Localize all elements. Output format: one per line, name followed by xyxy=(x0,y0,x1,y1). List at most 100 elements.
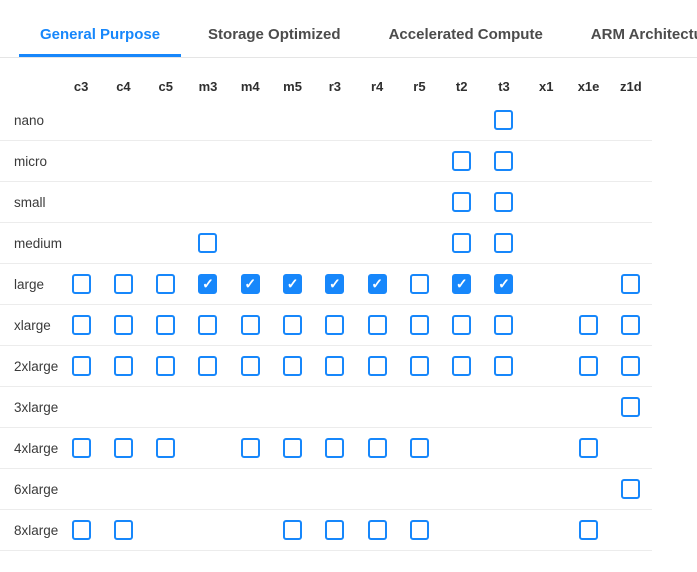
checkbox-4xlarge-r5[interactable] xyxy=(409,438,429,458)
checkbox-8xlarge-r3[interactable] xyxy=(325,520,345,540)
checkbox-2xlarge-t3[interactable] xyxy=(494,356,514,376)
checkbox-micro-t3[interactable] xyxy=(494,151,514,171)
checkbox-large-m5[interactable]: ✓ xyxy=(283,274,303,294)
cell-large-r5 xyxy=(398,264,440,304)
cell-xlarge-c5 xyxy=(145,305,187,345)
tab-accelerated-compute[interactable]: Accelerated Compute xyxy=(388,26,543,43)
cell-nano-c3 xyxy=(60,100,102,140)
checkbox-large-m4[interactable]: ✓ xyxy=(240,274,260,294)
checkbox-2xlarge-t2[interactable] xyxy=(452,356,472,376)
checkbox-2xlarge-c5[interactable] xyxy=(156,356,176,376)
checkbox-medium-m3[interactable] xyxy=(198,233,218,253)
checkbox-2xlarge-z1d[interactable] xyxy=(621,356,641,376)
checkbox-medium-t2[interactable] xyxy=(452,233,472,253)
cell-3xlarge-c4 xyxy=(102,387,144,427)
checkbox-8xlarge-c4[interactable] xyxy=(113,520,133,540)
checkbox-xlarge-r3[interactable] xyxy=(325,315,345,335)
cell-xlarge-m4 xyxy=(229,305,271,345)
checkbox-4xlarge-m4[interactable] xyxy=(240,438,260,458)
checkbox-2xlarge-x1e[interactable] xyxy=(579,356,599,376)
tab-general-purpose[interactable]: General Purpose xyxy=(19,26,182,57)
checkbox-medium-t3[interactable] xyxy=(494,233,514,253)
checkbox-large-c5[interactable] xyxy=(156,274,176,294)
checkbox-xlarge-c4[interactable] xyxy=(113,315,133,335)
checkbox-xlarge-m3[interactable] xyxy=(198,315,218,335)
checkbox-xlarge-z1d[interactable] xyxy=(621,315,641,335)
checkbox-3xlarge-z1d[interactable] xyxy=(621,397,641,417)
checkbox-8xlarge-x1e[interactable] xyxy=(579,520,599,540)
cell-micro-m3 xyxy=(187,141,229,181)
checkbox-small-t3[interactable] xyxy=(494,192,514,212)
checkbox-large-z1d[interactable] xyxy=(621,274,641,294)
checkbox-nano-t3[interactable] xyxy=(494,110,514,130)
row-8xlarge: 8xlarge xyxy=(0,510,652,551)
checkbox-2xlarge-c4[interactable] xyxy=(113,356,133,376)
cell-3xlarge-t3 xyxy=(483,387,525,427)
checkbox-small-t2[interactable] xyxy=(452,192,472,212)
checkbox-large-t2[interactable]: ✓ xyxy=(452,274,472,294)
checkbox-2xlarge-r4[interactable] xyxy=(367,356,387,376)
checkbox-2xlarge-m5[interactable] xyxy=(283,356,303,376)
cell-large-m4: ✓ xyxy=(229,264,271,304)
cell-2xlarge-t2 xyxy=(441,346,483,386)
checkbox-8xlarge-m5[interactable] xyxy=(283,520,303,540)
cell-nano-t3 xyxy=(483,100,525,140)
checkbox-4xlarge-c3[interactable] xyxy=(71,438,91,458)
checkbox-large-r3[interactable]: ✓ xyxy=(325,274,345,294)
checkbox-large-c4[interactable] xyxy=(113,274,133,294)
checkbox-2xlarge-m3[interactable] xyxy=(198,356,218,376)
column-header-r4: r4 xyxy=(370,78,384,94)
checkbox-large-m3[interactable]: ✓ xyxy=(198,274,218,294)
cell-nano-m4 xyxy=(229,100,271,140)
cell-micro-t2 xyxy=(441,141,483,181)
cell-nano-r3 xyxy=(314,100,356,140)
row-label-medium: medium xyxy=(14,235,63,251)
checkbox-xlarge-m4[interactable] xyxy=(240,315,260,335)
cell-2xlarge-c5 xyxy=(145,346,187,386)
checkbox-large-c3[interactable] xyxy=(71,274,91,294)
checkbox-xlarge-c5[interactable] xyxy=(156,315,176,335)
row-label-micro: micro xyxy=(14,153,47,169)
checkbox-8xlarge-r5[interactable] xyxy=(409,520,429,540)
checkbox-4xlarge-m5[interactable] xyxy=(283,438,303,458)
checkbox-2xlarge-c3[interactable] xyxy=(71,356,91,376)
checkbox-4xlarge-x1e[interactable] xyxy=(579,438,599,458)
checkbox-large-r5[interactable] xyxy=(409,274,429,294)
checkbox-xlarge-r4[interactable] xyxy=(367,315,387,335)
cell-micro-c5 xyxy=(145,141,187,181)
checkbox-8xlarge-r4[interactable] xyxy=(367,520,387,540)
row-2xlarge: 2xlarge xyxy=(0,346,652,387)
checkbox-large-t3[interactable]: ✓ xyxy=(494,274,514,294)
checkbox-4xlarge-r4[interactable] xyxy=(367,438,387,458)
checkbox-2xlarge-r3[interactable] xyxy=(325,356,345,376)
checkbox-xlarge-t2[interactable] xyxy=(452,315,472,335)
checkbox-4xlarge-r3[interactable] xyxy=(325,438,345,458)
checkbox-xlarge-r5[interactable] xyxy=(409,315,429,335)
checkbox-micro-t2[interactable] xyxy=(452,151,472,171)
checkbox-xlarge-c3[interactable] xyxy=(71,315,91,335)
checkbox-8xlarge-c3[interactable] xyxy=(71,520,91,540)
tab-storage-optimized[interactable]: Storage Optimized xyxy=(208,26,341,43)
checkbox-xlarge-x1e[interactable] xyxy=(579,315,599,335)
column-header-c4: c4 xyxy=(116,78,131,94)
cell-small-c3 xyxy=(60,182,102,222)
cell-4xlarge-c5 xyxy=(145,428,187,468)
checkbox-4xlarge-c4[interactable] xyxy=(113,438,133,458)
checkbox-large-r4[interactable]: ✓ xyxy=(367,274,387,294)
row-label-2xlarge: 2xlarge xyxy=(14,358,59,374)
cell-8xlarge-t2 xyxy=(441,510,483,550)
checkbox-4xlarge-c5[interactable] xyxy=(156,438,176,458)
checkbox-2xlarge-m4[interactable] xyxy=(240,356,260,376)
checkbox-2xlarge-r5[interactable] xyxy=(409,356,429,376)
checkbox-6xlarge-z1d[interactable] xyxy=(621,479,641,499)
cell-xlarge-c4 xyxy=(102,305,144,345)
checkbox-xlarge-t3[interactable] xyxy=(494,315,514,335)
row-micro: micro xyxy=(0,141,652,182)
tab-arm-architecture[interactable]: ARM Architecture xyxy=(590,26,697,43)
column-header-t3: t3 xyxy=(498,78,510,94)
row-label-6xlarge: 6xlarge xyxy=(14,481,59,497)
cell-3xlarge-c5 xyxy=(145,387,187,427)
cell-8xlarge-t3 xyxy=(483,510,525,550)
cell-small-t2 xyxy=(441,182,483,222)
checkbox-xlarge-m5[interactable] xyxy=(283,315,303,335)
